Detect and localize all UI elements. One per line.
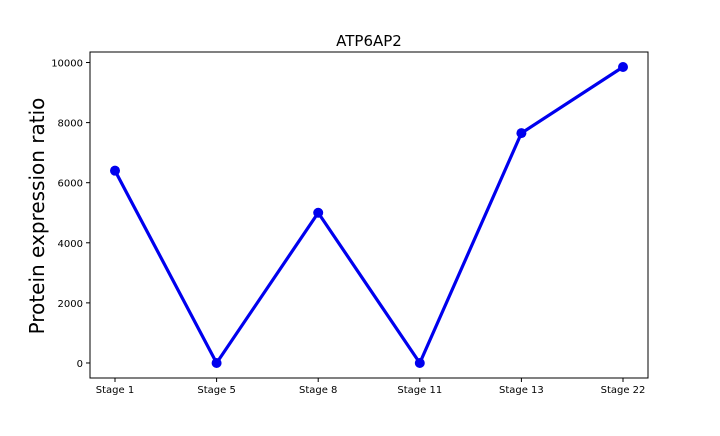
series-line bbox=[113, 65, 624, 365]
axis-ticks: 0 2000 4000 6000 8000 10000 Stage 1 Stage 5 Stag… bbox=[51, 59, 645, 396]
plot-frame bbox=[89, 51, 649, 379]
y-tick-label: 6000 bbox=[58, 179, 83, 190]
y-axis-label: Protein expression ratio bbox=[25, 98, 49, 335]
data-point bbox=[414, 357, 425, 368]
chart-title: ATP6AP2 bbox=[336, 32, 402, 50]
data-point bbox=[516, 128, 527, 139]
y-tick-label: 8000 bbox=[58, 119, 83, 130]
series-layer bbox=[110, 62, 628, 368]
x-tick-label: Stage 1 bbox=[96, 385, 134, 396]
y-tick-label: 4000 bbox=[58, 239, 83, 250]
y-tick-label: 0 bbox=[77, 359, 83, 370]
x-tick-label: Stage 22 bbox=[601, 385, 646, 396]
x-tick-label: Stage 8 bbox=[299, 385, 337, 396]
y-tick-label: 2000 bbox=[58, 299, 83, 310]
x-tick-label: Stage 5 bbox=[197, 385, 235, 396]
data-point bbox=[211, 357, 222, 368]
x-tick-label: Stage 13 bbox=[499, 385, 544, 396]
data-point bbox=[313, 207, 324, 218]
data-point bbox=[618, 62, 628, 73]
data-point bbox=[110, 165, 120, 176]
x-tick-label: Stage 11 bbox=[397, 385, 442, 396]
y-tick-label: 10000 bbox=[51, 59, 83, 70]
